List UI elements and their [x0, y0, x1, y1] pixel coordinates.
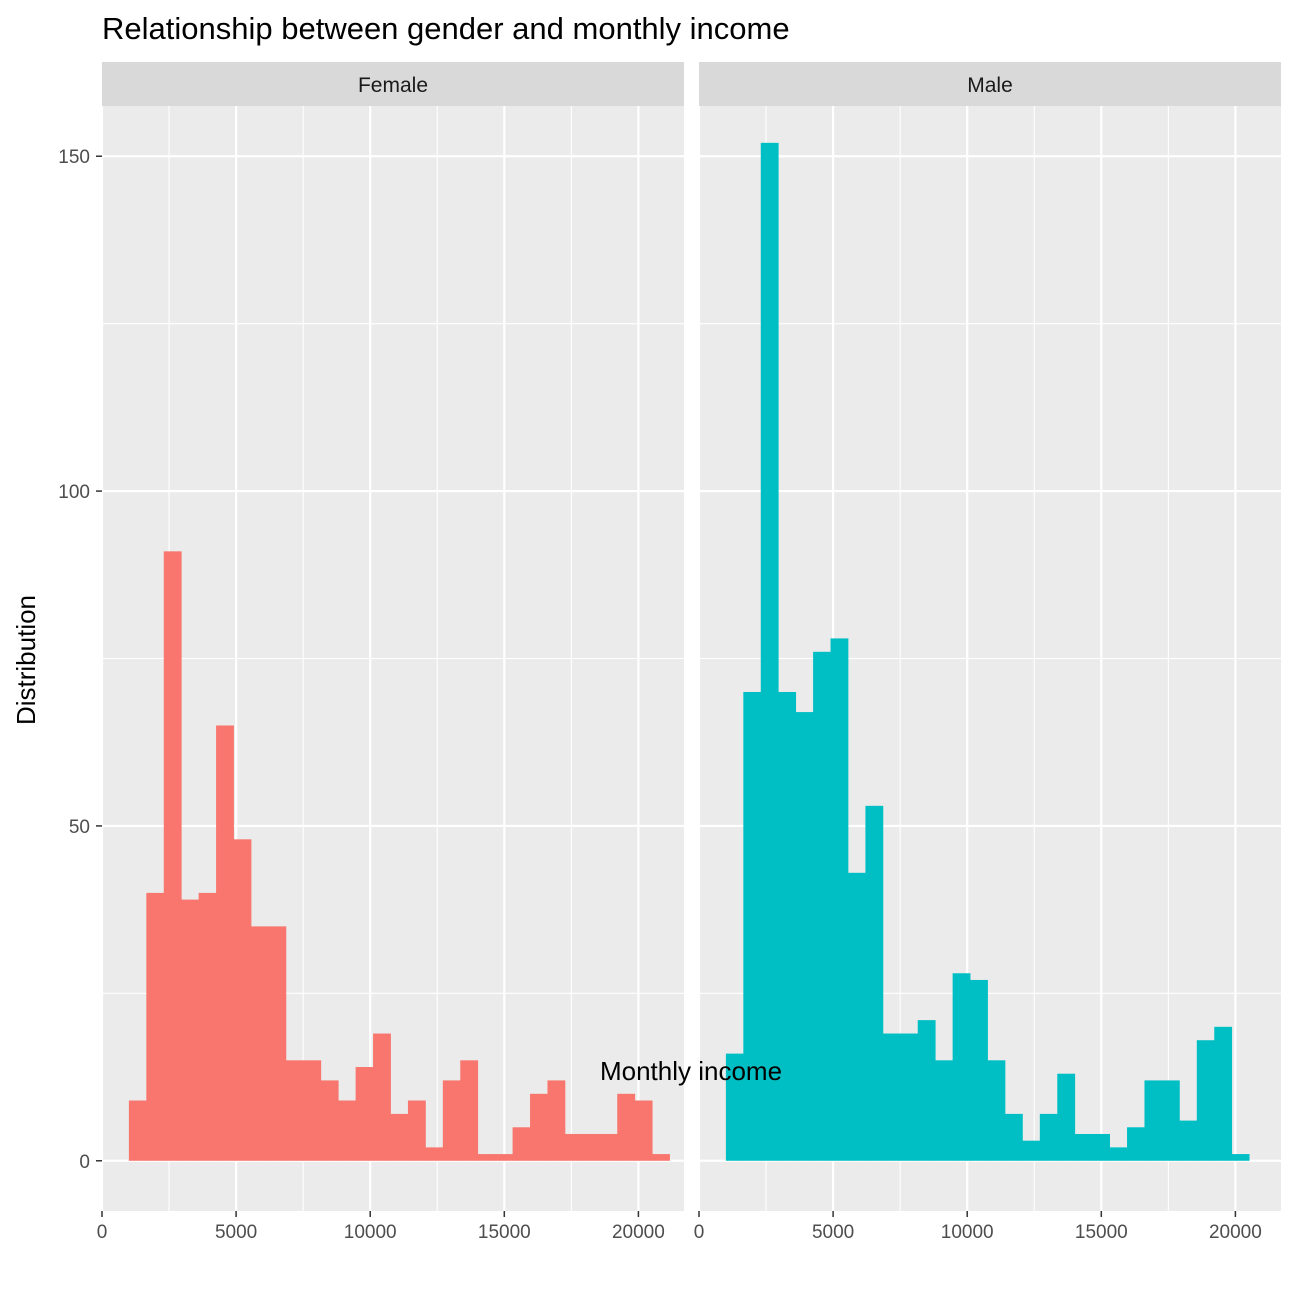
histogram-bar	[760, 142, 779, 1161]
y-tick-label: 0	[79, 1152, 90, 1173]
histogram-bar	[847, 872, 866, 1161]
histogram-bar	[285, 1060, 304, 1161]
x-tick-label: 10000	[344, 1222, 397, 1243]
x-axis-title: Monthly income	[600, 1056, 782, 1086]
histogram-bar	[198, 892, 217, 1161]
histogram-bar	[512, 1127, 531, 1161]
facet-strip	[102, 62, 684, 106]
histogram-bar	[268, 926, 287, 1161]
histogram-bar	[547, 1080, 566, 1161]
facet-panel-female: Female 0 5000 10000 15000 20000 0 50 100 150	[58, 62, 684, 1243]
bars-female	[128, 551, 670, 1161]
histogram-bar	[778, 691, 797, 1161]
histogram-bar	[617, 1093, 636, 1161]
histogram-bar	[250, 926, 269, 1161]
histogram-bar	[460, 1060, 479, 1161]
bars-male	[725, 142, 1250, 1161]
histogram-bar	[442, 1080, 461, 1161]
histogram-bar	[1109, 1147, 1128, 1161]
histogram-bar	[564, 1133, 583, 1161]
histogram-bar	[1057, 1073, 1076, 1161]
histogram-bar	[1092, 1133, 1110, 1161]
histogram-bar	[338, 1100, 357, 1161]
histogram-bar	[1179, 1120, 1198, 1161]
histogram-bar	[970, 979, 988, 1161]
x-tick-label: 0	[694, 1222, 705, 1243]
histogram-bar	[1196, 1040, 1215, 1161]
histogram-bar	[407, 1100, 426, 1161]
histogram-bar	[373, 1033, 391, 1161]
histogram-bar	[1127, 1127, 1145, 1161]
x-tick-label: 5000	[812, 1222, 854, 1243]
histogram-bar	[813, 651, 831, 1161]
histogram-bar	[320, 1080, 339, 1161]
facet-strip-label: Female	[358, 74, 428, 97]
histogram-bar	[900, 1033, 919, 1161]
histogram-bar	[952, 973, 971, 1161]
x-tick-label: 10000	[941, 1222, 994, 1243]
histogram-bar	[128, 1100, 147, 1161]
histogram-bar	[795, 712, 814, 1161]
histogram-bar	[743, 691, 762, 1161]
facet-panel-male: Male 0 5000 10000 15000 20000	[694, 62, 1281, 1243]
histogram-bar	[1214, 1026, 1233, 1161]
histogram-bar	[303, 1060, 322, 1161]
histogram-bar	[582, 1133, 601, 1161]
histogram-bar	[1022, 1140, 1041, 1161]
facet-strip	[699, 62, 1281, 106]
histogram-bar	[652, 1154, 670, 1161]
y-tick-label: 50	[69, 817, 90, 838]
histogram-bar	[181, 899, 200, 1161]
x-tick-label: 15000	[1075, 1222, 1128, 1243]
histogram-bar	[477, 1154, 496, 1161]
histogram-bar	[390, 1113, 409, 1161]
x-tick-label: 15000	[478, 1222, 531, 1243]
histogram-bar	[495, 1154, 513, 1161]
histogram-bar	[1144, 1080, 1163, 1161]
x-tick-label: 20000	[1209, 1222, 1262, 1243]
histogram-bar	[355, 1067, 374, 1161]
y-tick-label: 150	[58, 147, 90, 168]
x-tick-label: 20000	[612, 1222, 665, 1243]
histogram-bar	[725, 1053, 744, 1161]
histogram-bar	[1039, 1113, 1058, 1161]
histogram-bar	[1004, 1113, 1023, 1161]
x-tick-label: 5000	[215, 1222, 257, 1243]
histogram-bar	[233, 839, 252, 1161]
histogram-bar	[882, 1033, 901, 1161]
histogram-bar	[599, 1133, 618, 1161]
histogram-bar	[865, 805, 884, 1161]
histogram-bar	[1161, 1080, 1180, 1161]
facet-panels: Female 0 5000 10000 15000 20000 0 50 100 150 Male 0…	[58, 62, 1281, 1243]
histogram-bar	[146, 892, 165, 1161]
chart-title: Relationship between gender and monthly …	[102, 11, 790, 46]
histogram-bar	[1074, 1133, 1093, 1161]
histogram-bar	[1231, 1154, 1250, 1161]
histogram-bar	[634, 1100, 653, 1161]
y-tick-label: 100	[58, 482, 90, 503]
histogram-bar	[830, 638, 849, 1161]
histogram-bar	[935, 1060, 954, 1161]
histogram-bar	[917, 1020, 936, 1161]
histogram-bar	[163, 551, 182, 1161]
y-axis-title: Distribution	[11, 595, 41, 725]
facet-strip-label: Male	[967, 74, 1013, 97]
histogram-bar	[987, 1060, 1006, 1161]
histogram-bar	[530, 1093, 548, 1161]
histogram-bar	[425, 1147, 444, 1161]
histogram-bar	[216, 725, 234, 1161]
x-tick-label: 0	[97, 1222, 108, 1243]
